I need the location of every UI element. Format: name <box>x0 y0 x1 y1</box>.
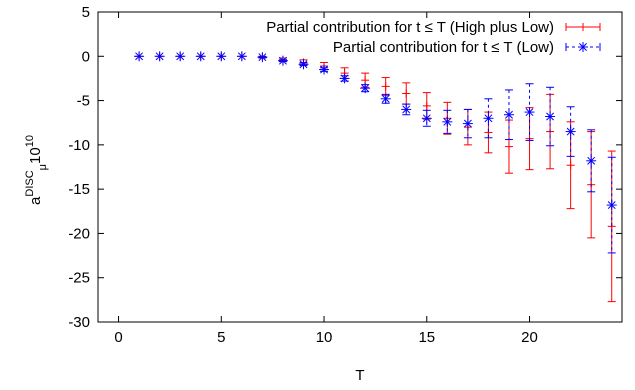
marker-star-d2 <box>402 105 411 114</box>
marker-star-d2 <box>546 112 555 121</box>
data-point <box>381 77 390 96</box>
series-1 <box>135 52 616 303</box>
y-tick-label: -25 <box>68 270 90 287</box>
marker-star-d2 <box>607 201 616 210</box>
y-tick-label: 0 <box>82 48 90 65</box>
marker-star-d2 <box>566 127 575 136</box>
data-point <box>462 108 473 139</box>
data-point <box>565 106 576 157</box>
series-layer <box>134 51 617 303</box>
y-label-base: a <box>27 196 44 205</box>
data-point <box>360 83 371 94</box>
legend-item-1: Partial contribution for t ≤ T (High plu… <box>266 19 601 36</box>
y-tick-label: -30 <box>68 314 90 331</box>
marker-star-d2 <box>484 114 493 123</box>
data-point <box>607 150 616 303</box>
marker-star-d2 <box>579 43 587 51</box>
x-tick-label: 5 <box>217 329 225 346</box>
marker-star-d2 <box>361 84 370 93</box>
marker-star-d2 <box>155 52 164 61</box>
plot-area <box>97 11 623 323</box>
y-label-sub: μ <box>37 164 49 170</box>
x-tick-label: 20 <box>521 329 538 346</box>
marker-star-d2 <box>278 56 287 65</box>
axis-ticks: 0 5 10 15 20 5 0 -5 -10 -15 -20 -25 -30 <box>68 4 622 346</box>
marker-star-d2 <box>217 52 226 61</box>
data-point <box>216 51 227 62</box>
data-point <box>257 52 268 63</box>
data-point <box>277 55 288 66</box>
data-point <box>339 73 350 84</box>
marker-star-d2 <box>525 108 534 117</box>
legend-item-2: Partial contribution for t ≤ T (Low) <box>333 39 601 56</box>
data-point <box>421 109 432 127</box>
x-tick-label: 15 <box>418 329 435 346</box>
marker-star-d2 <box>320 65 328 74</box>
data-point <box>236 51 247 62</box>
data-point <box>483 98 494 139</box>
data-point <box>545 86 556 147</box>
y-axis-label: aDISCμ1010 <box>24 135 49 205</box>
marker-star-d2 <box>340 74 349 83</box>
y-tick-label: -15 <box>68 181 90 198</box>
marker-star-d2 <box>505 110 513 119</box>
legend: Partial contribution for t ≤ T (High plu… <box>266 19 601 56</box>
y-tick-label: -10 <box>68 137 90 154</box>
data-point <box>134 51 145 62</box>
y-label-suffix-sup: 10 <box>24 135 36 147</box>
y-tick-label: -20 <box>68 225 90 242</box>
x-tick-label: 10 <box>316 329 333 346</box>
marker-star-d2 <box>422 114 431 123</box>
y-label-suffix: 10 <box>27 147 44 164</box>
data-point <box>401 103 412 116</box>
marker-star-d2 <box>258 53 267 62</box>
legend-label: Partial contribution for t ≤ T (High plu… <box>266 19 554 36</box>
data-point <box>319 64 330 75</box>
data-point <box>503 89 514 141</box>
x-axis-label: T <box>355 367 364 384</box>
marker-star-d2 <box>463 119 472 128</box>
marker-star-d2 <box>299 60 308 69</box>
data-point <box>442 109 453 134</box>
legend-label: Partial contribution for t ≤ T (Low) <box>333 39 554 56</box>
data-point <box>175 51 186 62</box>
data-point <box>606 156 617 254</box>
marker-star-d2 <box>135 52 144 61</box>
data-point <box>402 82 411 105</box>
marker-star-d2 <box>443 117 452 126</box>
series-2 <box>134 51 617 254</box>
marker-star-d2 <box>196 52 205 61</box>
x-tick-label: 0 <box>114 329 122 346</box>
data-point <box>195 51 206 62</box>
y-tick-label: -5 <box>77 93 90 110</box>
marker-star-d2 <box>176 52 185 61</box>
data-point <box>154 51 165 62</box>
marker-star-d2 <box>237 52 246 61</box>
marker-star-d2 <box>587 156 596 165</box>
data-point <box>380 93 391 104</box>
y-tick-label: 5 <box>82 4 90 21</box>
data-point <box>298 59 309 70</box>
y-label-sup: DISC <box>24 170 36 196</box>
data-point <box>586 129 597 193</box>
data-point <box>524 83 535 141</box>
marker-star-d2 <box>381 94 390 103</box>
